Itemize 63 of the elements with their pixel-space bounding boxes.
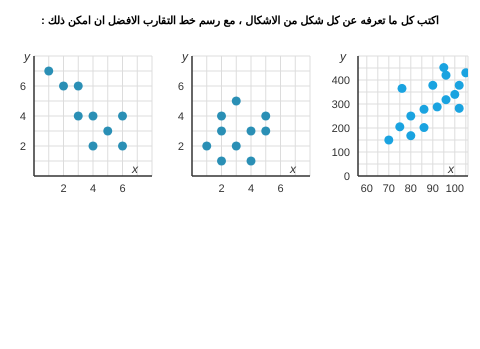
point bbox=[397, 84, 407, 93]
point bbox=[395, 122, 404, 132]
y-axis-title: y bbox=[181, 50, 189, 64]
x-tick-label: 70 bbox=[382, 182, 395, 195]
point bbox=[441, 95, 451, 104]
point bbox=[216, 156, 226, 166]
point bbox=[450, 90, 460, 99]
y-tick-label: 4 bbox=[20, 110, 26, 123]
x-axis-title: x bbox=[289, 162, 297, 176]
x-tick-label: 2 bbox=[60, 182, 67, 195]
point bbox=[439, 63, 448, 72]
point bbox=[419, 123, 429, 132]
point bbox=[454, 80, 464, 90]
x-tick-label: 6 bbox=[119, 182, 126, 195]
y-tick-label: 0 bbox=[344, 170, 350, 183]
point bbox=[246, 156, 256, 166]
point bbox=[103, 126, 112, 136]
y-tick-label: 200 bbox=[332, 122, 350, 135]
y-tick-label: 2 bbox=[178, 140, 184, 153]
point bbox=[454, 104, 464, 113]
x-axis-title: x bbox=[131, 162, 139, 176]
point bbox=[118, 141, 128, 151]
point bbox=[202, 141, 212, 151]
point bbox=[74, 81, 83, 91]
y-tick-label: 300 bbox=[332, 98, 350, 111]
point bbox=[118, 111, 128, 121]
y-tick-label: 4 bbox=[178, 110, 184, 123]
point bbox=[88, 141, 98, 151]
x-tick-label: 100 bbox=[446, 182, 464, 195]
point bbox=[88, 111, 98, 121]
point bbox=[74, 111, 83, 121]
x-axis-title: x bbox=[447, 162, 455, 176]
x-tick-label: 4 bbox=[90, 182, 96, 195]
x-tick-label: 90 bbox=[426, 182, 439, 195]
x-tick-label: 2 bbox=[218, 182, 225, 195]
point bbox=[216, 126, 226, 136]
y-tick-label: 2 bbox=[20, 140, 26, 153]
x-tick-label: 4 bbox=[248, 182, 254, 195]
y-tick-label: 400 bbox=[332, 74, 350, 87]
point bbox=[58, 81, 68, 91]
x-tick-label: 6 bbox=[277, 182, 284, 195]
point bbox=[419, 104, 429, 114]
point bbox=[232, 141, 241, 151]
y-tick-label: 6 bbox=[178, 80, 184, 93]
point bbox=[428, 80, 438, 90]
point bbox=[432, 102, 442, 112]
y-axis-title: y bbox=[339, 50, 347, 64]
y-tick-label: 100 bbox=[332, 146, 350, 159]
point bbox=[441, 70, 451, 80]
point bbox=[384, 135, 394, 145]
y-axis-title: y bbox=[23, 50, 31, 64]
point bbox=[406, 131, 416, 140]
x-tick-label: 60 bbox=[360, 182, 373, 195]
point bbox=[246, 126, 256, 136]
point bbox=[406, 111, 416, 121]
x-tick-label: 80 bbox=[404, 182, 417, 195]
y-tick-label: 6 bbox=[20, 80, 26, 93]
point bbox=[261, 126, 270, 136]
point bbox=[261, 111, 270, 121]
point bbox=[232, 96, 241, 106]
text: اكتب كل ما تعرفه عن كل شكل من الاشكال ، مع رسم خط التقارب الافضل ان امكن ذلك : bbox=[40, 14, 440, 27]
point bbox=[216, 111, 226, 121]
point bbox=[44, 66, 54, 76]
